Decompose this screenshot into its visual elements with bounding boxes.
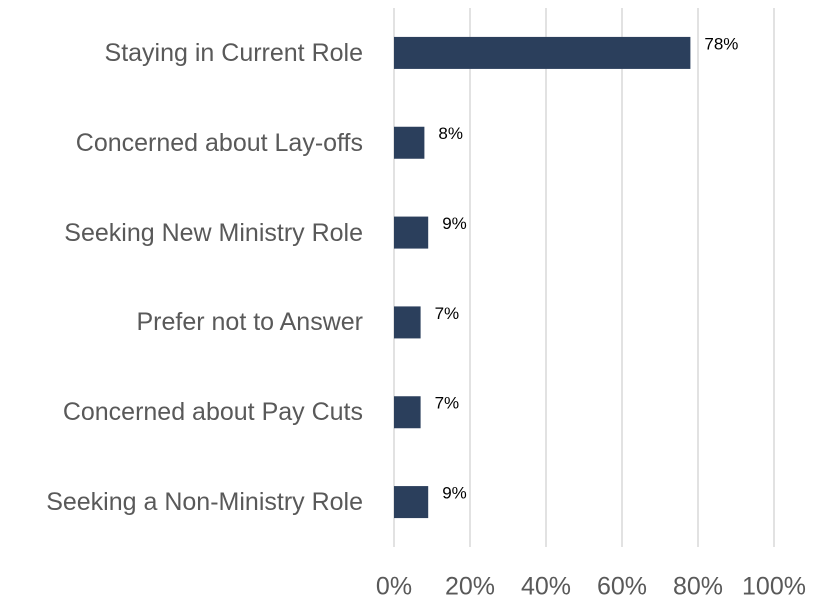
y-tick-label-box: Seeking New Ministry Role (8, 217, 363, 249)
y-tick-label-box: Seeking a Non-Ministry Role (8, 486, 363, 518)
y-tick-label: Seeking a Non-Ministry Role (46, 488, 363, 517)
x-tick-label: 40% (521, 573, 571, 601)
data-label: 9% (442, 214, 467, 233)
bar (394, 306, 421, 339)
bar (394, 216, 429, 249)
x-tick-label: 20% (445, 573, 495, 601)
bar (394, 36, 691, 69)
bar (394, 126, 425, 159)
x-tick-label: 80% (673, 573, 723, 601)
x-tick-label: 0% (376, 573, 412, 601)
y-tick-label: Seeking New Ministry Role (64, 218, 363, 247)
x-tick-label: 60% (597, 573, 647, 601)
y-tick-label-box: Concerned about Lay-offs (8, 127, 363, 159)
data-label: 9% (442, 484, 467, 503)
y-tick-label-box: Staying in Current Role (8, 37, 363, 69)
y-tick-label: Prefer not to Answer (136, 308, 363, 337)
y-tick-label: Concerned about Pay Cuts (62, 398, 363, 427)
y-tick-label-box: Prefer not to Answer (8, 306, 363, 338)
data-label: 8% (438, 124, 463, 143)
y-tick-label-box: Concerned about Pay Cuts (8, 396, 363, 428)
bar (394, 486, 429, 519)
data-label: 7% (435, 394, 460, 413)
bar (394, 396, 421, 429)
y-tick-label: Concerned about Lay-offs (75, 128, 363, 157)
y-tick-label: Staying in Current Role (104, 38, 363, 67)
data-label: 78% (704, 34, 738, 53)
x-tick-label: 100% (742, 573, 806, 601)
data-label: 7% (435, 304, 460, 323)
